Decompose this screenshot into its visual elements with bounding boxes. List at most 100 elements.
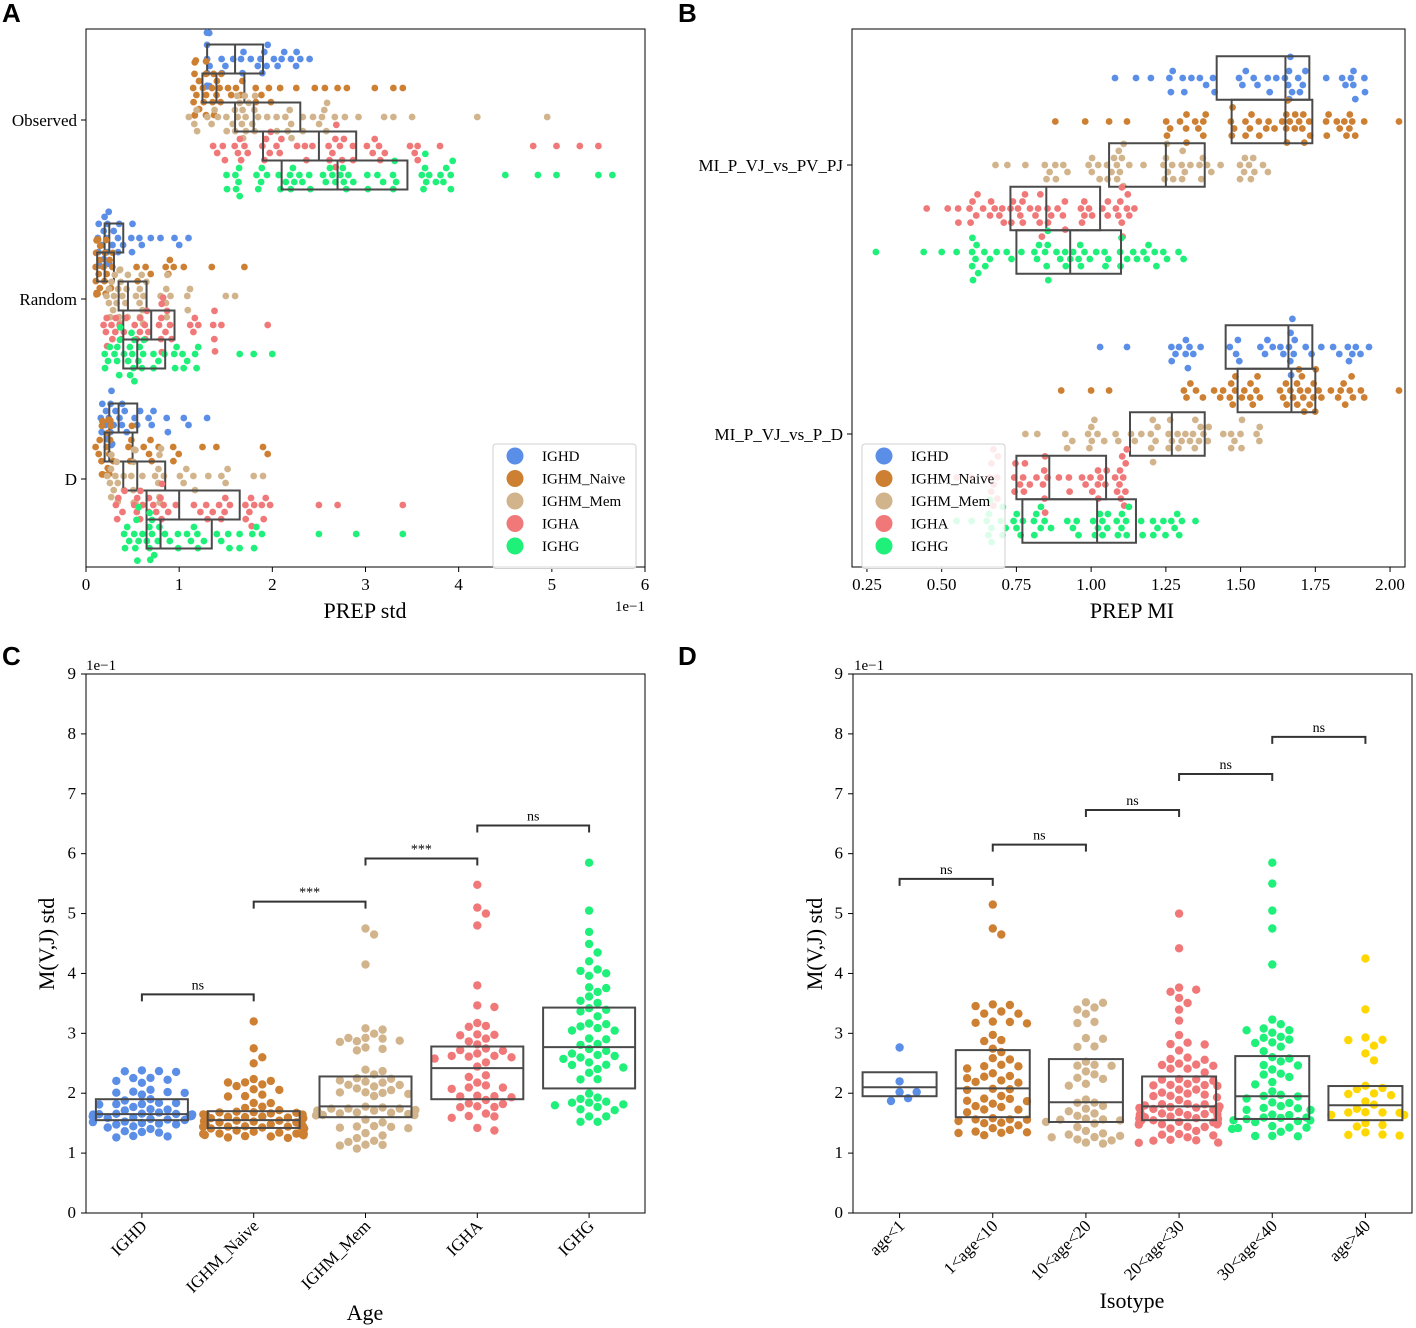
panel-b-point-ighd-mi-p-vj-vs-p-d-19	[1269, 343, 1277, 351]
panel-c-point-ighg-45	[584, 1089, 594, 1098]
panel-b-point-igha-mi-p-vj-vs-p-d-19	[1033, 474, 1040, 481]
panel-b-point-igha-mi-p-vj-vs-pv-pj-44	[1104, 212, 1112, 219]
panel-d-point-20-age-30-1	[1174, 944, 1184, 953]
panel-a-point-igha-random-33	[194, 321, 202, 329]
panel-a-point-ighm-mem-d-31	[182, 465, 190, 473]
panel-c-point-ighm-naive-8	[258, 1080, 267, 1089]
panel-a-point-ighg-random-5	[113, 357, 121, 365]
panel-b-legend-marker-ighd	[875, 447, 893, 465]
panel-d-sig-label-3: ns	[1219, 758, 1231, 773]
panel-c-point-ighm-mem-39	[369, 1106, 379, 1115]
panel-a-point-ighg-observed-55	[501, 171, 509, 179]
panel-b-point-ighd-mi-p-vj-vs-p-d-13	[1232, 350, 1240, 358]
panel-b-point-igha-mi-p-vj-vs-p-d-49	[1123, 446, 1131, 453]
panel-a-point-ighg-d-38	[250, 544, 258, 552]
panel-c-point-igha-21	[447, 1051, 456, 1061]
panel-d-point-30-age-40-10	[1268, 1028, 1277, 1037]
panel-b-point-ighg-mi-p-vj-vs-p-d-42	[1125, 503, 1133, 511]
panel-a-point-igha-d-1	[113, 515, 121, 523]
panel-c-y-tick-label-8: 8	[68, 724, 77, 743]
panel-d-point-30-age-40-20	[1276, 1057, 1286, 1066]
panel-c-point-ighd-13	[180, 1088, 189, 1098]
panel-b-point-ighd-mi-p-vj-vs-pv-pj-32	[1338, 74, 1346, 82]
panel-c-point-ighd-22	[129, 1102, 138, 1112]
panel-a-point-ighg-observed-7	[253, 171, 260, 179]
panel-b-point-ighd-mi-p-vj-vs-p-d-34	[1344, 343, 1352, 351]
panel-b-point-igha-mi-p-vj-vs-pv-pj-7	[972, 212, 980, 219]
panel-d-point-age-40-16	[1352, 1104, 1362, 1114]
panel-d-point-age-40-5	[1369, 1041, 1379, 1050]
panel-b-point-ighd-mi-p-vj-vs-p-d-35	[1345, 357, 1353, 365]
panel-d-point-1-age-10-57	[997, 1128, 1006, 1138]
panel-c-point-igha-33	[447, 1084, 456, 1094]
panel-a-point-ighm-mem-d-3	[107, 493, 115, 501]
panel-a-point-igha-observed-47	[595, 142, 602, 150]
panel-a-point-igha-d-26	[215, 501, 223, 509]
panel-b-point-ighg-mi-p-vj-vs-p-d-41	[1123, 531, 1131, 539]
panel-a-point-ighm-mem-random-37	[186, 285, 194, 293]
panel-d-point-20-age-30-89	[1134, 1138, 1144, 1148]
panel-d-point-age-40-7	[1369, 1056, 1379, 1065]
panel-d-point-1-age-10-15	[980, 1036, 989, 1046]
panel-d-point-age-1-5	[886, 1096, 896, 1106]
panel-b-point-ighg-mi-p-vj-vs-p-d-48	[1160, 517, 1167, 525]
panel-d-point-1-age-10-28	[997, 1076, 1006, 1085]
panel-c-point-ighm-naive-57	[275, 1128, 284, 1137]
panel-b-point-ighg-mi-p-vj-vs-pv-pj-2	[938, 248, 946, 256]
panel-a-point-ighm-naive-d-34	[259, 443, 267, 451]
panel-d-point-20-age-30-9	[1174, 1030, 1184, 1040]
panel-a-point-ighm-mem-observed-19	[241, 92, 249, 100]
panel-c-point-ighd-26	[154, 1108, 164, 1117]
panel-a-point-igha-observed-44	[529, 142, 537, 150]
panel-a-point-ighd-observed-23	[263, 62, 270, 70]
panel-c-point-ighm-mem-4	[378, 1025, 387, 1034]
panel-b-point-ighg-mi-p-vj-vs-pv-pj-55	[1180, 255, 1187, 263]
panel-b-point-ighm-mem-mi-p-vj-vs-p-d-42	[1227, 444, 1235, 452]
panel-b-box-ighm-mem-mi-p-vj-vs-pv-pj	[1108, 142, 1206, 188]
panel-a-point-ighg-d-22	[166, 537, 174, 545]
panel-b-point-ighd-mi-p-vj-vs-pv-pj-28	[1296, 88, 1304, 96]
panel-d-point-age-40-18	[1378, 1108, 1387, 1117]
panel-b-point-ighm-naive-mi-p-vj-vs-pv-pj-43	[1322, 118, 1330, 125]
panel-a-point-ighg-d-42	[352, 530, 360, 538]
panel-a-point-ighm-mem-random-33	[164, 271, 171, 279]
panel-c-point-igha-29	[473, 1078, 482, 1087]
panel-a-point-igha-random-31	[190, 328, 197, 336]
panel-a-point-igha-d-38	[260, 515, 268, 523]
panel-c-point-ighm-naive-65	[299, 1131, 308, 1140]
panel-a-legend: IGHD IGHM_Naive IGHM_Mem IGHA IGHG	[492, 443, 637, 569]
panel-a-point-ighm-mem-d-23	[155, 465, 162, 473]
panel-b-point-ighm-mem-mi-p-vj-vs-pv-pj-1	[1004, 161, 1011, 169]
panel-c-box-ighd	[94, 1098, 189, 1122]
panel-d-point-10-age-20-15	[1081, 1067, 1091, 1076]
panel-d-point-30-age-40-22	[1293, 1061, 1303, 1070]
panel-a-point-ighm-naive-observed-8	[195, 77, 203, 85]
panel-a-point-ighg-observed-49	[437, 171, 444, 179]
panel-d-y-tick-label-7: 7	[835, 784, 844, 803]
panel-a-point-igha-random-39	[264, 321, 272, 329]
panel-b-point-ighd-mi-p-vj-vs-pv-pj-4	[1167, 88, 1175, 96]
panel-a-point-ighm-naive-random-14	[96, 242, 104, 250]
panel-b-x-tick-label-6: 1.75	[1300, 575, 1330, 594]
panel-a-point-ighm-naive-random-35	[241, 263, 248, 271]
panel-a-point-igha-observed-43	[436, 142, 444, 150]
panel-b-point-ighm-naive-mi-p-vj-vs-p-d-44	[1318, 394, 1325, 401]
panel-b-point-ighm-mem-mi-p-vj-vs-pv-pj-10	[1085, 161, 1092, 169]
panel-b-point-ighm-mem-mi-p-vj-vs-pv-pj-14	[1096, 175, 1103, 183]
panel-a-point-ighg-random-30	[173, 343, 181, 351]
panel-b-point-ighg-mi-p-vj-vs-pv-pj-31	[1069, 248, 1077, 256]
panel-b-point-ighm-mem-mi-p-vj-vs-pv-pj-54	[1259, 161, 1267, 169]
panel-d-point-age-40-22	[1400, 1110, 1409, 1120]
panel-b-point-ighm-naive-mi-p-vj-vs-pv-pj-46	[1333, 118, 1341, 125]
panel-b-point-igha-mi-p-vj-vs-p-d-41	[1116, 481, 1123, 488]
panel-a-point-ighd-d-25	[163, 414, 171, 422]
panel-d-point-30-age-40-47	[1229, 1116, 1238, 1125]
panel-c-point-ighm-mem-58	[369, 1136, 379, 1146]
panel-a-point-ighg-observed-33	[349, 178, 357, 186]
panel-b-legend-label-ighd: IGHD	[911, 449, 949, 465]
panel-c-y-tick-label-2: 2	[68, 1083, 77, 1102]
panel-d-point-30-age-40-12	[1259, 1033, 1268, 1043]
panel-b-point-ighg-mi-p-vj-vs-pv-pj-19	[1033, 255, 1041, 263]
panel-b-point-ighm-naive-mi-p-vj-vs-pv-pj-35	[1291, 125, 1299, 132]
panel-d-point-10-age-20-0	[1081, 998, 1091, 1007]
